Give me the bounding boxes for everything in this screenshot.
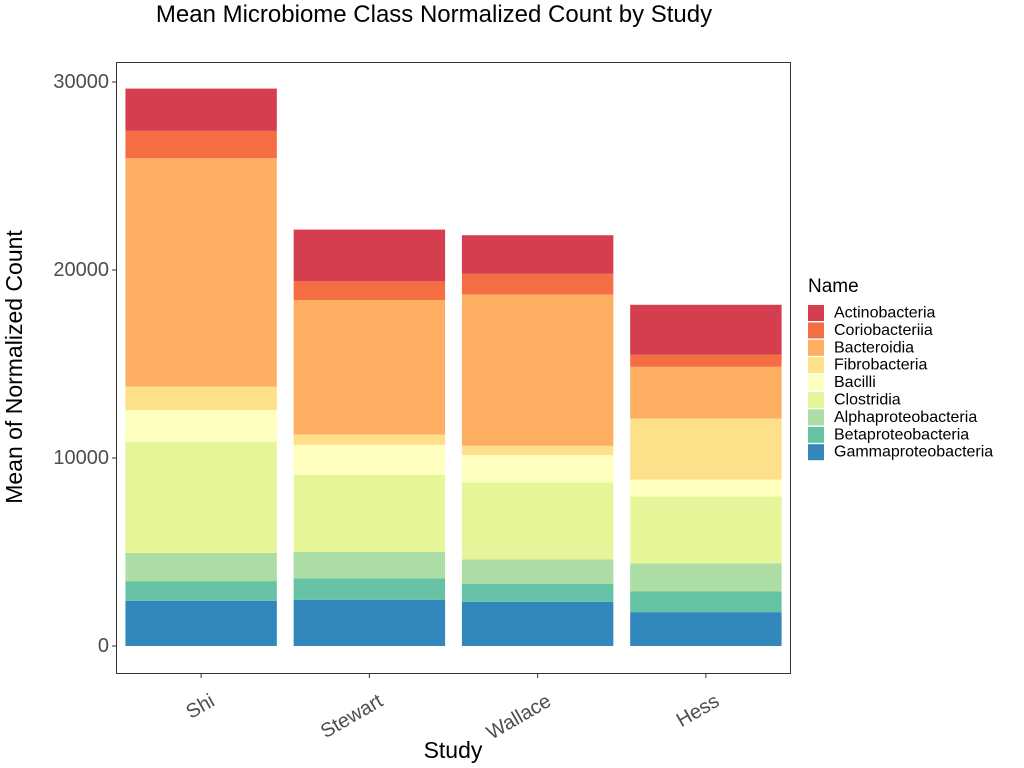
bar-segment-hess-fibrobacteria xyxy=(630,418,782,480)
bar-segment-stewart-bacilli xyxy=(293,444,446,475)
bar-segment-wallace-clostridia xyxy=(461,482,614,560)
y-tick-label: 30000 xyxy=(53,71,109,93)
bar-segment-wallace-actinobacteria xyxy=(461,235,614,274)
legend-key-gammaproteobacteria xyxy=(808,444,824,461)
y-tick-label: 10000 xyxy=(53,447,109,469)
plot-panel-border xyxy=(116,62,791,674)
legend-label-gammaproteobacteria: Gammaproteobacteria xyxy=(834,444,993,461)
bars-layer xyxy=(125,88,782,646)
x-tick-label: Stewart xyxy=(317,690,387,743)
bar-segment-stewart-betaproteobacteria xyxy=(293,578,446,600)
bar-segment-hess-clostridia xyxy=(630,496,782,564)
bar-segment-stewart-fibrobacteria xyxy=(293,434,446,445)
legend-label-clostridia: Clostridia xyxy=(834,392,901,409)
legend-key-clostridia xyxy=(808,392,824,408)
bar-segment-stewart-coriobacteriia xyxy=(293,281,446,301)
bar-segment-wallace-fibrobacteria xyxy=(461,445,614,456)
bar-segment-shi-alphaproteobacteria xyxy=(125,552,277,582)
bar-segment-stewart-actinobacteria xyxy=(293,229,446,282)
y-tick-label: 20000 xyxy=(53,259,109,281)
legend-label-alphaproteobacteria: Alphaproteobacteria xyxy=(834,409,977,426)
bar-segment-wallace-alphaproteobacteria xyxy=(461,559,614,584)
bar-segment-hess-gammaproteobacteria xyxy=(630,612,782,646)
legend-label-fibrobacteria: Fibrobacteria xyxy=(834,357,927,374)
bar-segment-shi-actinobacteria xyxy=(125,88,277,131)
legend-key-bacilli xyxy=(808,374,824,391)
x-axis-title: Study xyxy=(424,737,483,763)
legend-key-actinobacteria xyxy=(808,305,824,321)
bar-segment-shi-coriobacteriia xyxy=(125,130,277,159)
legend-key-alphaproteobacteria xyxy=(808,409,824,426)
bar-segment-hess-coriobacteriia xyxy=(630,354,782,367)
legend: Name ActinobacteriaCoriobacteriiaBactero… xyxy=(808,276,993,461)
bar-segment-shi-fibrobacteria xyxy=(125,386,277,411)
x-tick-label: Shi xyxy=(182,690,218,724)
bar-segment-stewart-gammaproteobacteria xyxy=(293,599,446,646)
legend-key-coriobacteriia xyxy=(808,322,824,339)
bar-segment-hess-actinobacteria xyxy=(630,304,782,355)
bar-segment-shi-clostridia xyxy=(125,442,277,553)
bar-segment-wallace-betaproteobacteria xyxy=(461,583,614,602)
bar-segment-wallace-coriobacteriia xyxy=(461,273,614,295)
legend-title: Name xyxy=(808,276,859,297)
bar-segment-shi-bacteroidia xyxy=(125,158,277,387)
x-axis: Shi Stewart Wallace Hess xyxy=(182,673,723,744)
legend-label-bacteroidia: Bacteroidia xyxy=(834,339,914,356)
bar-segment-wallace-bacteroidia xyxy=(461,294,614,446)
bar-segment-stewart-clostridia xyxy=(293,474,446,552)
bar-segment-hess-bacilli xyxy=(630,479,782,497)
legend-label-bacilli: Bacilli xyxy=(834,374,876,391)
x-tick-label: Hess xyxy=(673,690,723,732)
bar-segment-shi-betaproteobacteria xyxy=(125,581,277,601)
legend-label-betaproteobacteria: Betaproteobacteria xyxy=(834,426,969,443)
legend-label-actinobacteria: Actinobacteria xyxy=(834,305,935,322)
bar-segment-hess-bacteroidia xyxy=(630,366,782,419)
bar-segment-shi-gammaproteobacteria xyxy=(125,600,277,646)
bar-segment-stewart-alphaproteobacteria xyxy=(293,552,446,579)
y-axis-title: Mean of Normalized Count xyxy=(1,230,27,504)
y-tick-label: 0 xyxy=(98,635,109,657)
chart-title: Mean Microbiome Class Normalized Count b… xyxy=(156,1,712,28)
bar-segment-wallace-bacilli xyxy=(461,455,614,483)
y-axis: 0 10000 20000 30000 xyxy=(53,71,117,657)
legend-key-fibrobacteria xyxy=(808,357,824,374)
legend-key-betaproteobacteria xyxy=(808,426,824,443)
bar-segment-shi-bacilli xyxy=(125,410,277,443)
legend-key-bacteroidia xyxy=(808,339,824,356)
bar-segment-hess-alphaproteobacteria xyxy=(630,563,782,592)
bar-segment-stewart-bacteroidia xyxy=(293,300,446,435)
bar-segment-hess-betaproteobacteria xyxy=(630,591,782,613)
x-tick-label: Wallace xyxy=(483,690,555,744)
legend-label-coriobacteriia: Coriobacteriia xyxy=(834,322,933,339)
bar-segment-wallace-gammaproteobacteria xyxy=(461,601,614,646)
